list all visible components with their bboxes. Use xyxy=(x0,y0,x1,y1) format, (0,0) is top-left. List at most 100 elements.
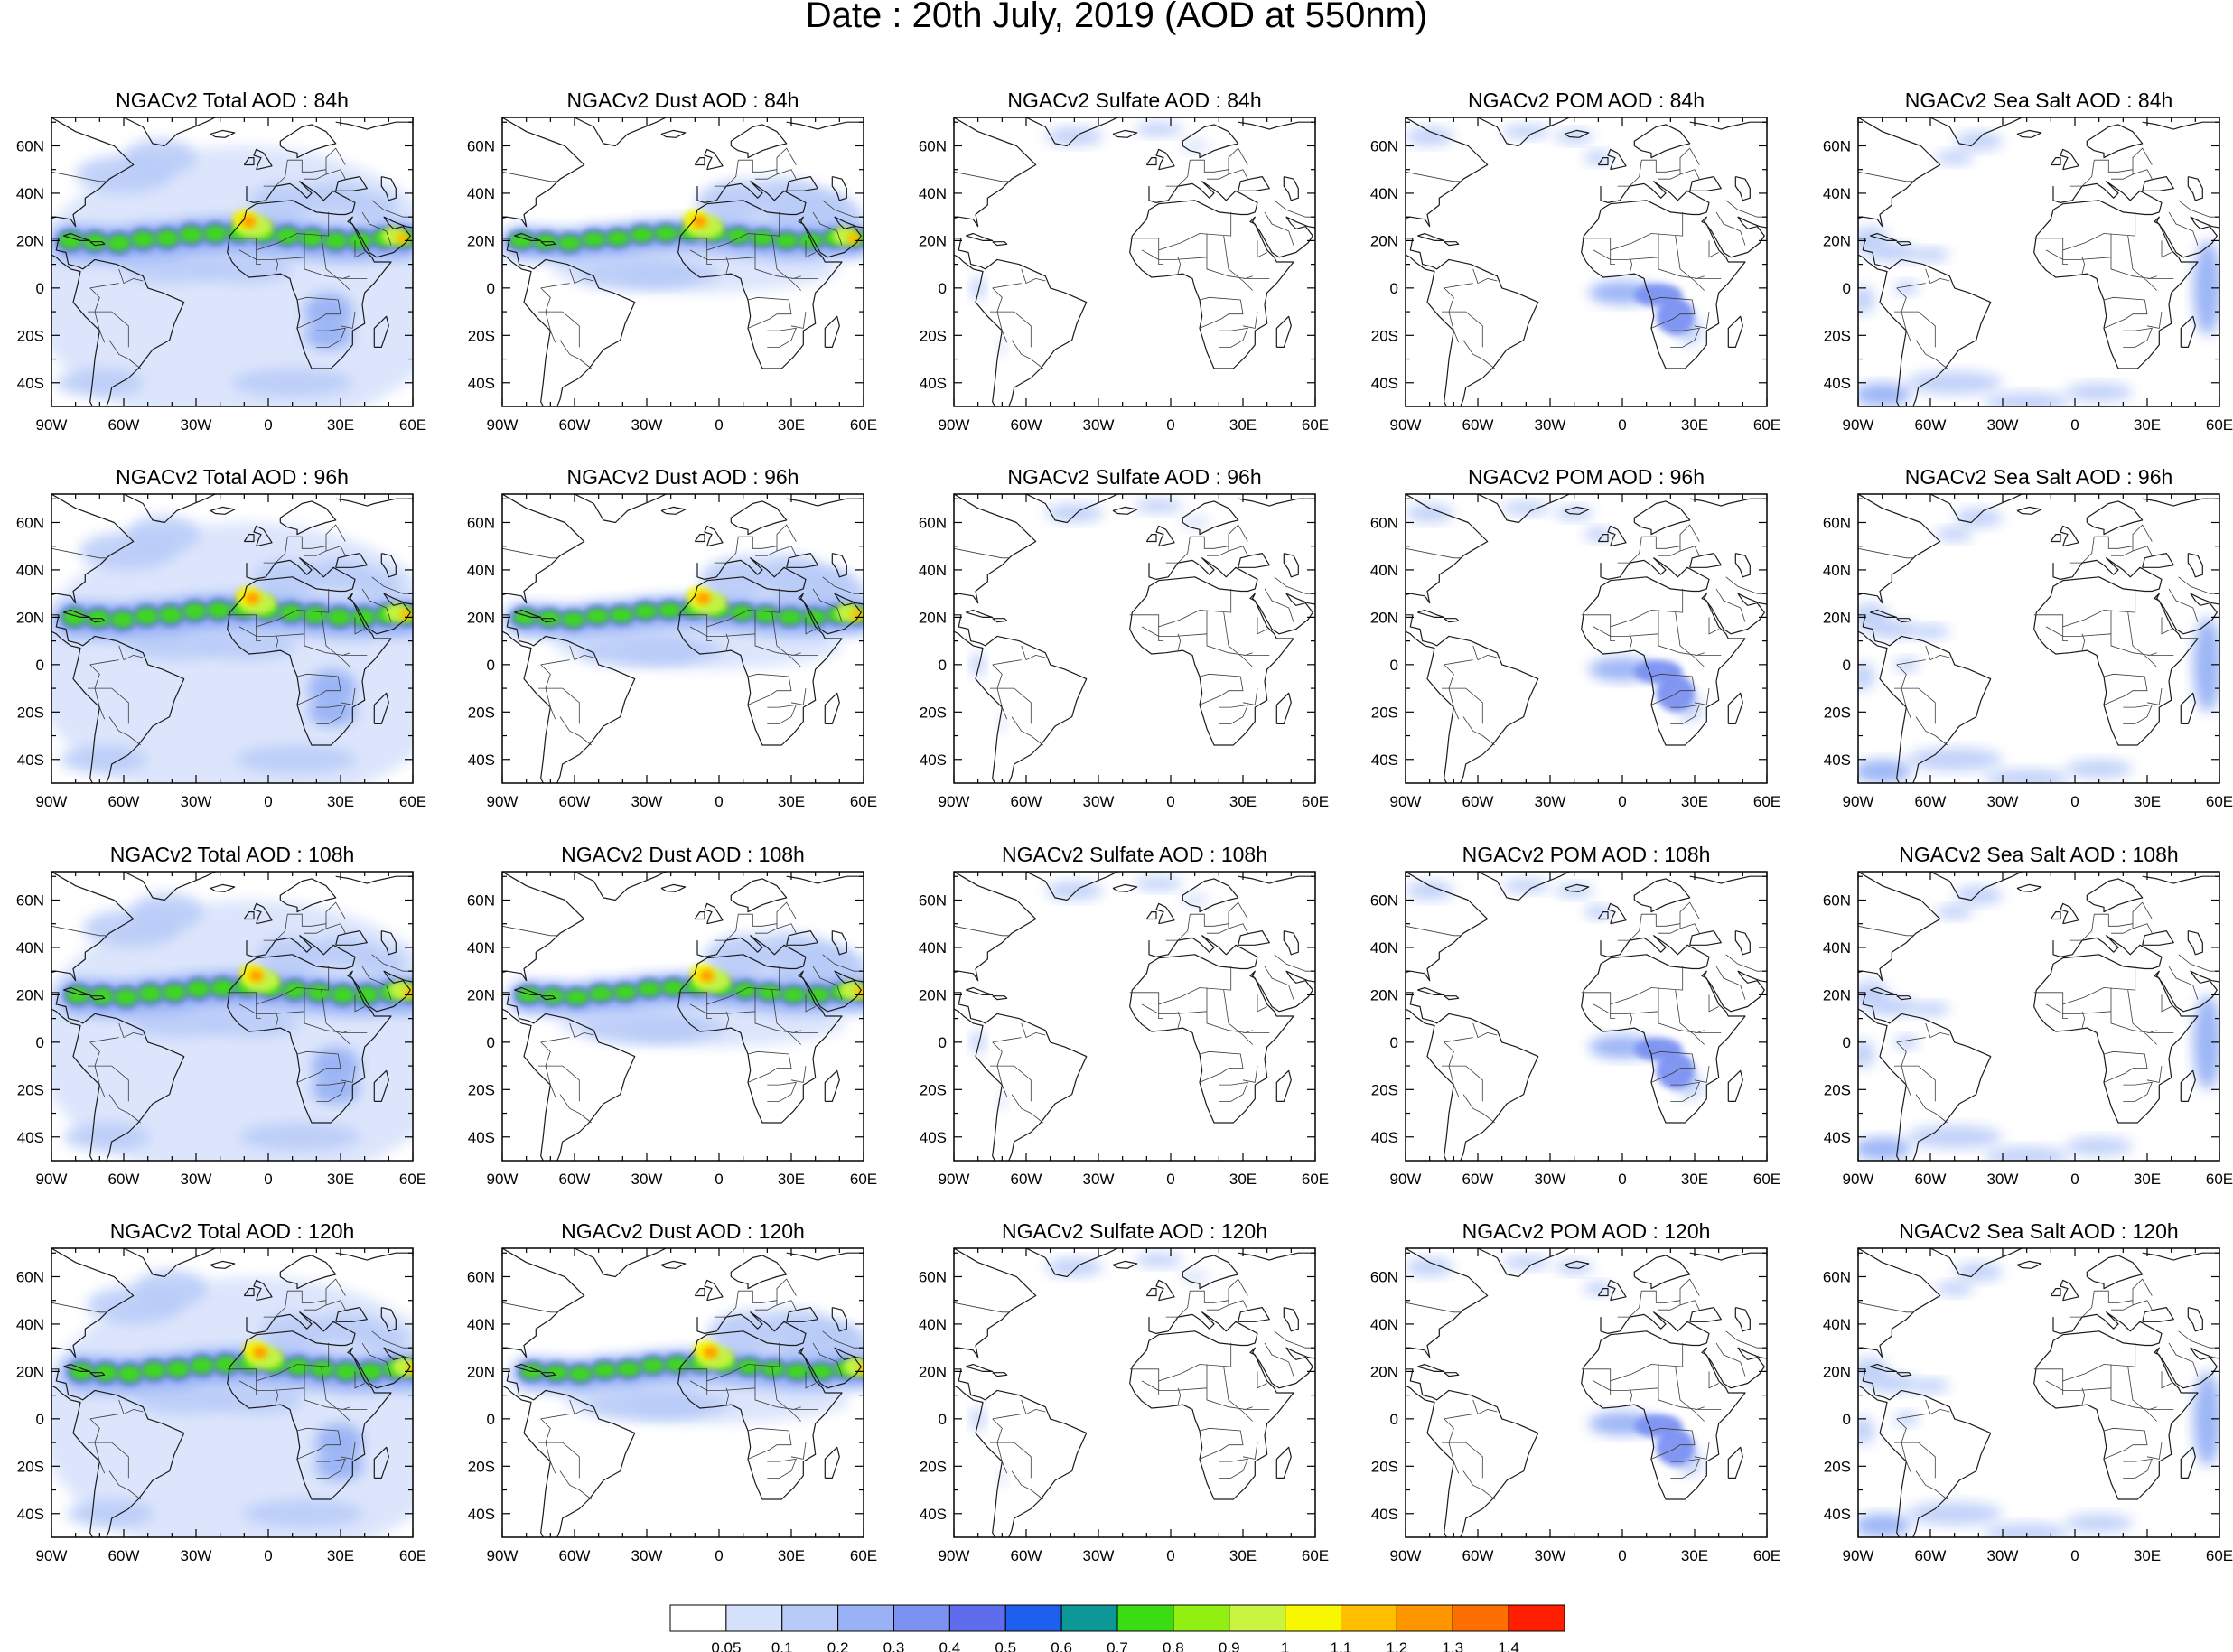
aod-level-region xyxy=(1180,1269,1210,1284)
country-border xyxy=(540,283,570,289)
y-tick-label: 40S xyxy=(1824,1506,1851,1523)
x-tick-label: 30E xyxy=(1229,793,1257,810)
country-border xyxy=(1158,626,1163,641)
coastline xyxy=(954,1368,1088,1537)
coastline xyxy=(335,875,413,884)
x-tick-label: 30W xyxy=(1535,416,1566,434)
country-border xyxy=(89,1414,119,1420)
country-border xyxy=(1223,612,1253,667)
colorbar-label: 1.2 xyxy=(1387,1639,1408,1652)
country-border xyxy=(1141,249,1208,260)
country-border xyxy=(954,547,1010,559)
coastline xyxy=(514,986,542,995)
coastline xyxy=(1155,148,1175,171)
country-border xyxy=(992,1041,1008,1097)
aod-level-region xyxy=(179,226,204,244)
country-border xyxy=(1896,659,1926,666)
x-tick-label: 30W xyxy=(631,1547,663,1564)
country-border xyxy=(747,1050,792,1083)
aod-level-region xyxy=(239,1123,360,1152)
country-border xyxy=(1472,645,1498,661)
aod-level-region xyxy=(357,947,406,976)
x-tick-label: 0 xyxy=(2070,1547,2079,1564)
map-outlines xyxy=(954,872,1315,1161)
aod-level-region xyxy=(350,192,399,222)
country-border xyxy=(790,1066,807,1083)
y-tick-label: 40S xyxy=(1371,1506,1398,1523)
y-tick-label: 0 xyxy=(36,1034,44,1051)
x-tick-label: 30W xyxy=(181,793,212,810)
x-tick-label: 90W xyxy=(36,793,68,810)
coastline xyxy=(1238,875,1315,884)
y-tick-label: 40S xyxy=(1824,751,1851,769)
x-tick-label: 60W xyxy=(1915,793,1947,810)
coastline xyxy=(1929,1248,2023,1278)
x-tick-label: 0 xyxy=(2070,1171,2079,1188)
country-border xyxy=(1725,954,1767,972)
x-tick-label: 0 xyxy=(2070,416,2079,434)
coastline xyxy=(63,609,91,618)
aod-level-region xyxy=(1935,904,1975,919)
country-border xyxy=(1462,716,1483,736)
x-tick-label: 60W xyxy=(1462,416,1494,434)
aod-level-region xyxy=(699,969,715,982)
map-panel: NGACv2 Sulfate AOD : 108h 90W 60W 30W 0 30E 60… xyxy=(919,843,1329,1188)
coastline xyxy=(1406,1368,1539,1537)
country-border xyxy=(118,1399,144,1415)
coastline xyxy=(2187,930,2203,956)
x-tick-label: 30E xyxy=(1681,416,1708,434)
country-border xyxy=(689,1380,756,1391)
coastline xyxy=(831,176,847,201)
y-tick-label: 40N xyxy=(16,939,44,957)
country-border xyxy=(1581,211,1684,251)
country-border xyxy=(1274,200,1315,218)
aod-level-region xyxy=(1045,503,1104,523)
y-tick-label: 60N xyxy=(1823,891,1851,909)
map-panel: NGACv2 Total AOD : 84h 90W 60W 30W 0 30E 60E 60… xyxy=(16,89,426,434)
colorbar-swatch xyxy=(1229,1604,1286,1632)
map-panel: NGACv2 Total AOD : 96h 90W 60W 30W 0 30E 60E 60… xyxy=(16,465,426,810)
y-tick-label: 20S xyxy=(1824,704,1851,721)
country-border xyxy=(540,1041,556,1097)
x-tick-label: 60E xyxy=(2206,1547,2233,1564)
coastline xyxy=(1607,1279,1627,1302)
country-border xyxy=(677,966,780,1005)
y-tick-label: 40N xyxy=(16,185,44,202)
y-tick-label: 20N xyxy=(919,232,947,249)
country-border xyxy=(1011,1470,1032,1490)
country-border xyxy=(263,914,288,941)
country-border xyxy=(89,287,106,343)
coastline xyxy=(1734,176,1751,201)
coastline xyxy=(210,1260,236,1269)
country-border xyxy=(1482,735,1495,746)
coastline xyxy=(786,176,818,191)
aod-level-region xyxy=(303,606,328,624)
aod-level-region xyxy=(1911,624,1950,639)
country-border xyxy=(812,966,843,1000)
country-border xyxy=(776,147,797,174)
map-panel: NGACv2 Sea Salt AOD : 120h 90W 60W 30W 0 30E 6… xyxy=(1823,1219,2233,1564)
country-border xyxy=(1021,268,1046,285)
country-border xyxy=(771,236,801,291)
colorbar-label: 0.7 xyxy=(1107,1639,1128,1652)
coastline xyxy=(1406,494,1489,604)
country-border xyxy=(1617,914,1642,941)
x-tick-label: 30E xyxy=(1681,793,1708,810)
y-tick-label: 60N xyxy=(16,137,44,154)
coastline xyxy=(660,506,687,515)
country-border xyxy=(790,312,807,329)
x-tick-label: 60W xyxy=(1011,1171,1042,1188)
coastline xyxy=(992,241,1008,247)
aod-level-region xyxy=(1584,150,1613,165)
country-border xyxy=(361,588,392,622)
y-tick-label: 20S xyxy=(1371,327,1398,344)
country-border xyxy=(805,240,816,258)
coastline xyxy=(1238,930,1270,946)
x-tick-label: 30W xyxy=(181,1547,212,1564)
country-border xyxy=(2161,1371,2172,1389)
x-tick-label: 60E xyxy=(850,793,877,810)
country-border xyxy=(559,1470,580,1490)
coastline xyxy=(2180,1446,2196,1479)
x-tick-label: 0 xyxy=(264,793,272,810)
aod-level-region xyxy=(1906,747,2004,771)
